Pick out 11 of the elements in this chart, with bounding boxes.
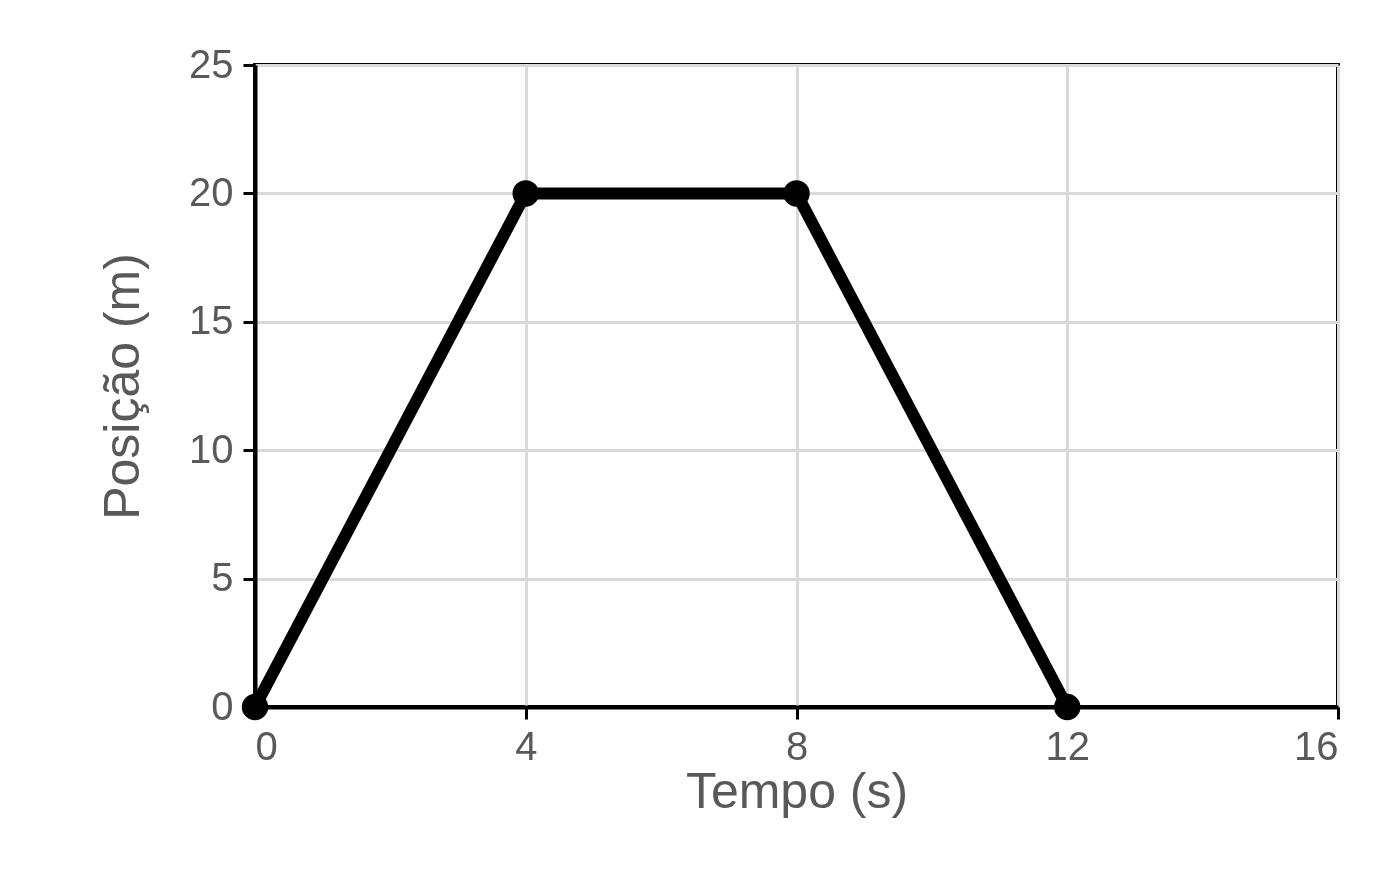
y-tick-label: 25	[189, 41, 234, 86]
y-tick-label: 5	[211, 555, 234, 600]
x-tick-label: 16	[1294, 723, 1339, 768]
y-tick-label: 15	[189, 298, 234, 343]
y-tick-label: 20	[189, 169, 234, 214]
y-tick-label: 0	[211, 683, 234, 728]
y-axis-title: Posição (m)	[94, 253, 151, 520]
x-tick-label: 4	[515, 723, 538, 768]
x-tick-label: 12	[1045, 723, 1090, 768]
y-tick-label: 10	[189, 426, 234, 471]
x-tick-label: 0	[255, 723, 278, 768]
